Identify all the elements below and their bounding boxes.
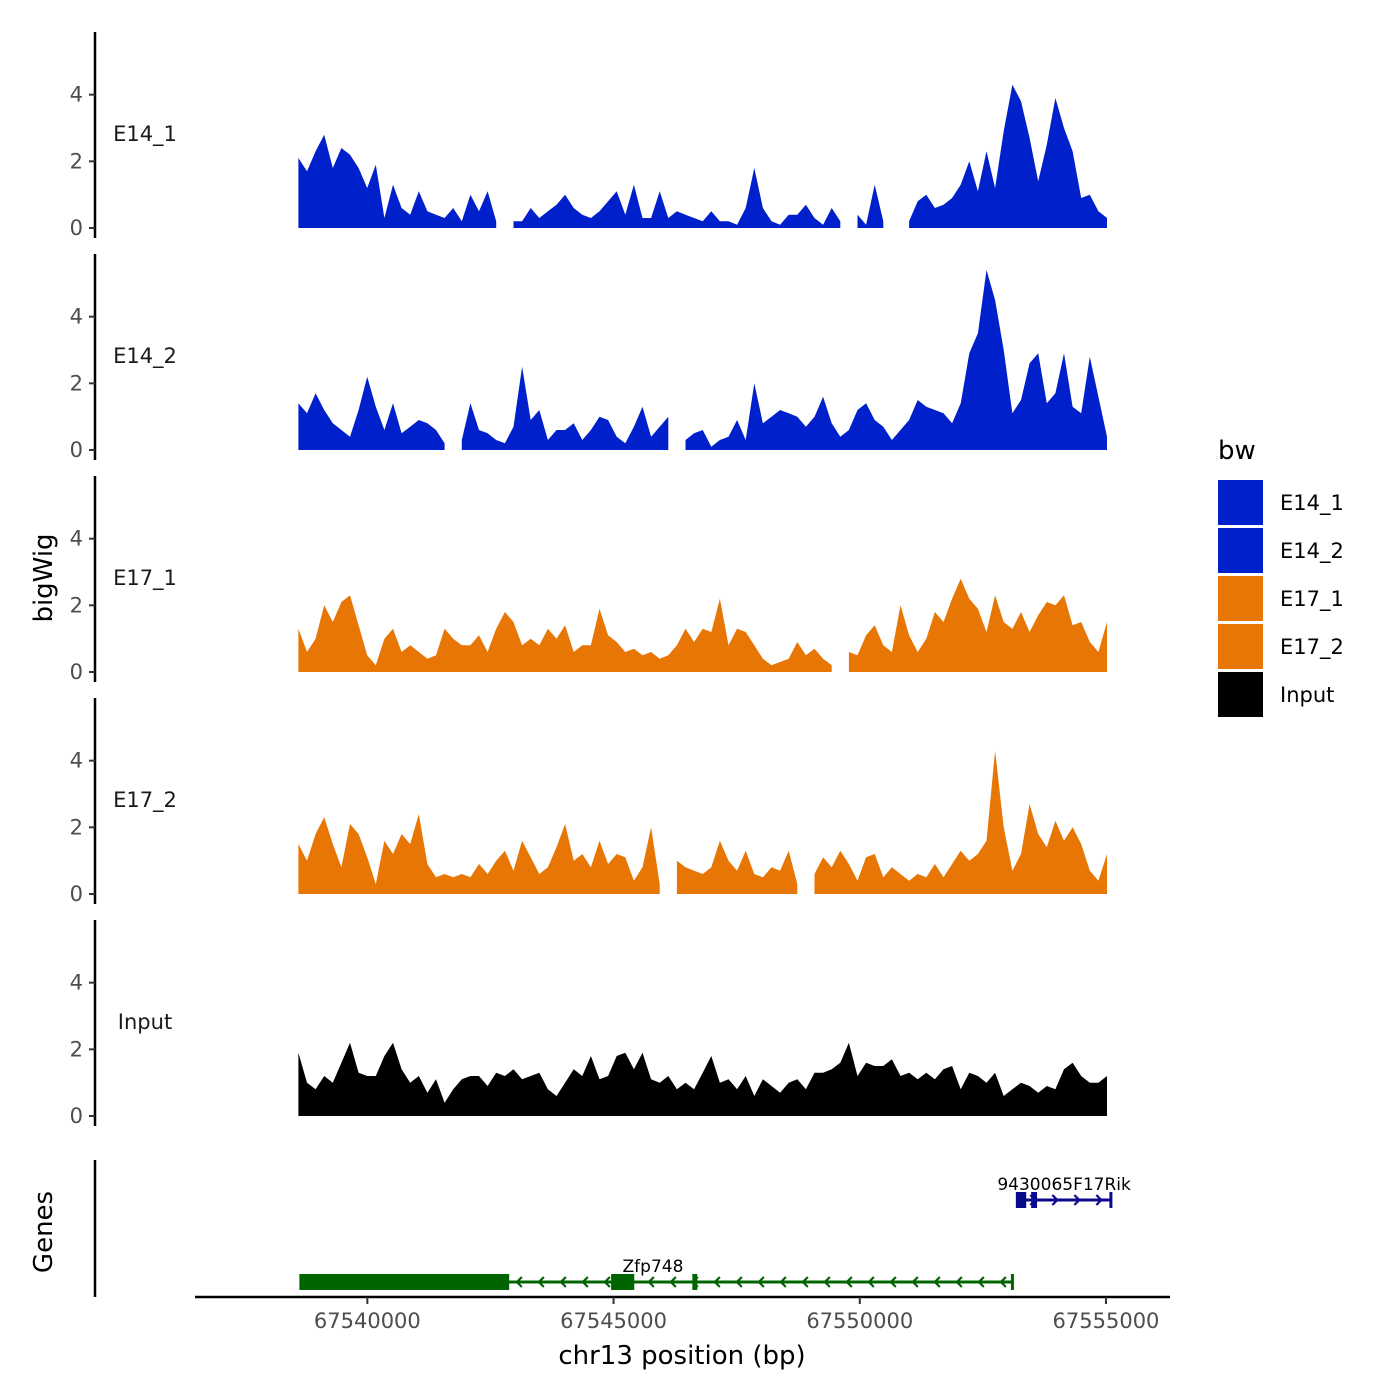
x-axis: 67540000 67545000 67550000 67555000 [195,1295,1170,1333]
legend-label: E14_2 [1280,539,1344,564]
signal-area-e14-1 [857,184,884,228]
strand-arrow [1051,1194,1059,1206]
genes-panel: 9430065F17Rik Zfp748 [93,1160,1131,1297]
legend-label: E14_1 [1280,491,1344,516]
strand-arrow [823,1276,831,1288]
y-tick-label: 0 [70,660,83,684]
gene-label: Zfp748 [623,1257,684,1277]
gene-zfp748: Zfp748 [299,1257,1014,1290]
strand-arrow [669,1276,677,1288]
strand-arrow [515,1276,523,1288]
strand-arrow [801,1276,809,1288]
gene-exon [1017,1192,1027,1208]
x-tick-label: 67545000 [560,1309,667,1333]
strand-arrow [757,1276,765,1288]
track-label: E14_2 [113,344,177,369]
x-tick-label: 67550000 [806,1309,913,1333]
y-tick-label: 4 [70,527,83,551]
y-tick-label: 0 [70,438,83,462]
signal-area-e14-2 [298,376,445,450]
strand-arrow [603,1276,611,1288]
track-e17-2: 0 2 4 E17_2 [70,698,1107,906]
y-tick-label: 2 [70,1037,83,1061]
y-tick-label: 2 [70,593,83,617]
legend-swatch [1218,480,1263,525]
track-label: E17_1 [113,566,177,591]
strand-arrow [933,1276,941,1288]
track-e17-1: 0 2 4 E17_1 [70,476,1107,684]
strand-arrow [581,1276,589,1288]
gene-exon [611,1274,635,1290]
signal-area-e14-1 [909,84,1107,228]
signal-area-e17-2 [814,750,1107,894]
y-tick-label: 4 [70,971,83,995]
x-axis-title: chr13 position (bp) [558,1341,805,1371]
signal-area-e17-2 [298,814,660,894]
legend-label: E17_2 [1280,635,1344,660]
signal-area-e17-1 [298,595,832,672]
strand-arrow [977,1276,985,1288]
legend-title: bw [1218,436,1256,466]
legend-swatch [1218,624,1263,669]
strand-arrow [955,1276,963,1288]
gene-9430065f17rik: 9430065F17Rik [997,1175,1131,1208]
track-input: 0 2 4 Input [70,920,1107,1128]
x-tick-label: 67555000 [1053,1309,1160,1333]
strand-arrow [867,1276,875,1288]
gene-exon [1031,1192,1038,1208]
track-e14-1: 0 2 4 E14_1 [70,32,1107,240]
strand-arrow [889,1276,897,1288]
gene-exon [300,1274,510,1290]
genes-axis-title: Genes [29,1191,59,1273]
tracks-layer: 0 2 4 E14_1 0 2 4 E14_2 0 2 4 E17_1 0 2 4 E17_2 0 2 4 Input [70,32,1107,1128]
y-tick-label: 2 [70,371,83,395]
gene-exon [692,1274,698,1290]
y-tick-label: 4 [70,305,83,329]
strand-arrow [1095,1194,1103,1206]
y-tick-label: 0 [70,1104,83,1128]
y-tick-label: 2 [70,815,83,839]
signal-area-e14-1 [298,134,497,228]
legend: bw E14_1 E14_2 E17_1 E17_2 Input [1218,436,1344,717]
legend-label: Input [1280,683,1334,707]
strand-arrow [559,1276,567,1288]
signal-area-e17-1 [848,578,1107,672]
y-tick-label: 4 [70,83,83,107]
legend-swatch [1218,528,1263,573]
legend-swatch [1218,576,1263,621]
signal-area-e14-2 [685,270,1107,450]
strand-arrow [999,1276,1007,1288]
y-tick-label: 0 [70,216,83,240]
y-axis-title: bigWig [29,533,59,622]
signal-area-input [298,1042,1107,1116]
legend-swatch [1218,672,1263,717]
signal-area-e17-2 [676,840,798,894]
strand-arrow [779,1276,787,1288]
y-tick-label: 0 [70,882,83,906]
track-label: Input [118,1010,172,1034]
strand-arrow [647,1276,655,1288]
strand-arrow [713,1276,721,1288]
strand-arrow [735,1276,743,1288]
track-label: E14_1 [113,122,177,147]
track-label: E17_2 [113,788,177,813]
strand-arrow [845,1276,853,1288]
y-tick-label: 2 [70,149,83,173]
strand-arrow [1073,1194,1081,1206]
signal-area-e14-2 [461,366,669,450]
gene-label: 9430065F17Rik [997,1175,1131,1195]
legend-label: E17_1 [1280,587,1344,612]
strand-arrow [911,1276,919,1288]
strand-arrow [537,1276,545,1288]
signal-area-e14-1 [513,168,841,228]
track-e14-2: 0 2 4 E14_2 [70,254,1107,462]
y-tick-label: 4 [70,749,83,773]
x-tick-label: 67540000 [314,1309,421,1333]
